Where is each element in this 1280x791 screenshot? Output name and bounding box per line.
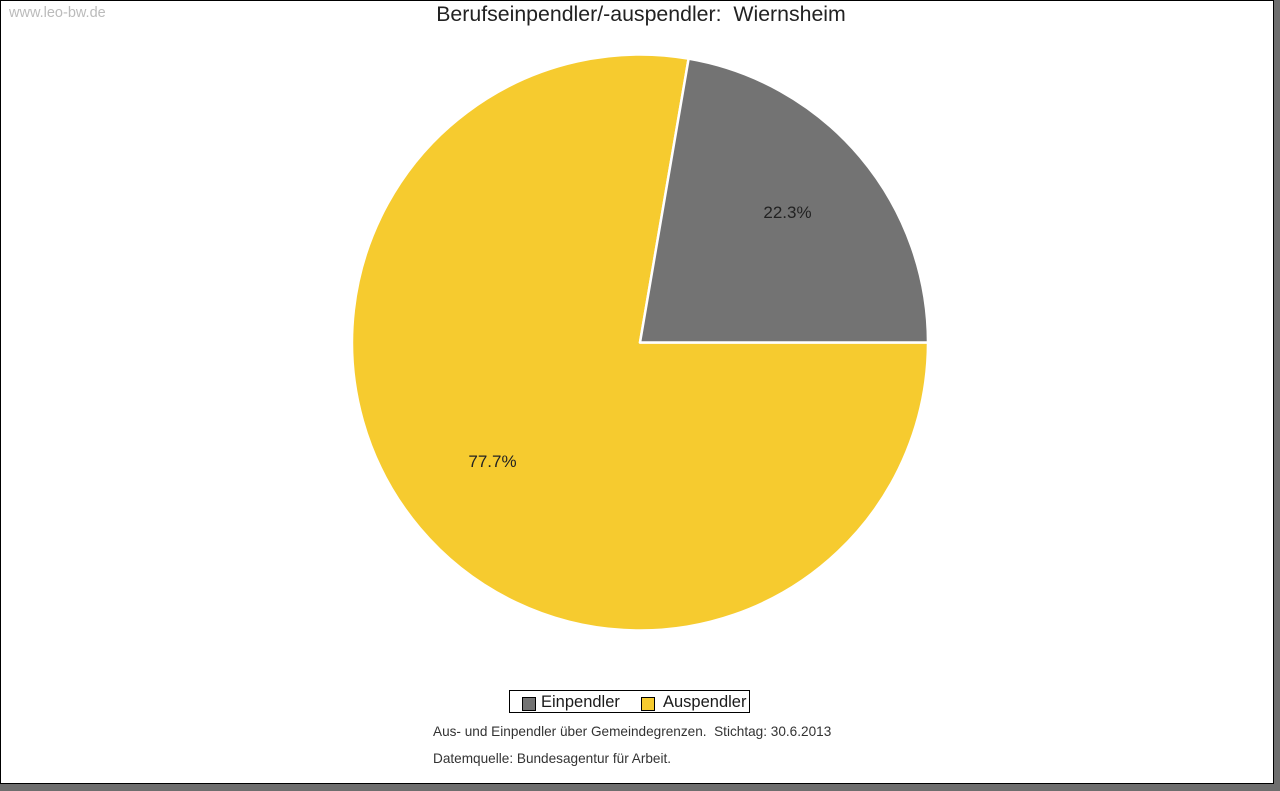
svg-text:77.7%: 77.7% <box>468 452 516 471</box>
svg-text:22.3%: 22.3% <box>763 203 811 222</box>
